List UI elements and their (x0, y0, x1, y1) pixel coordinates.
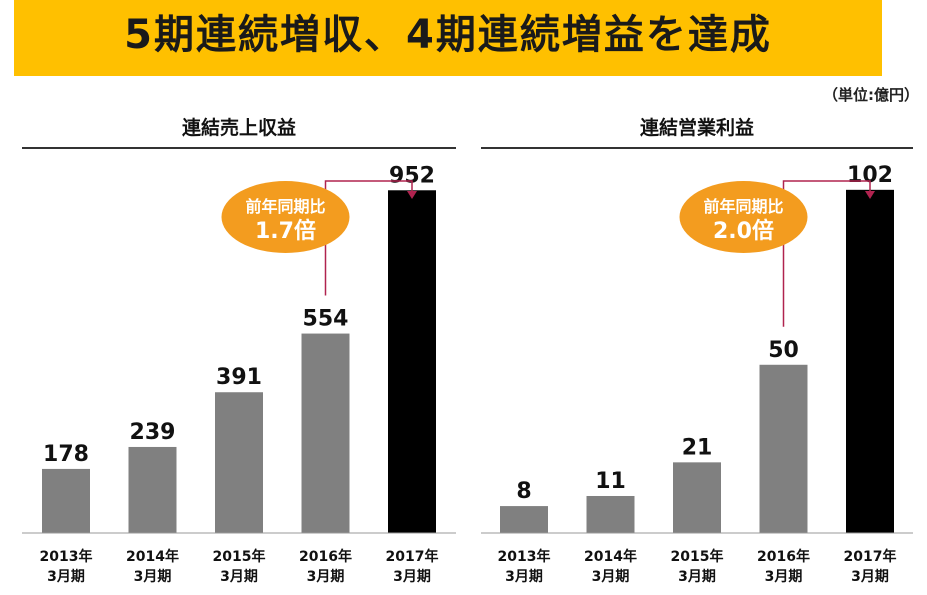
x-tick-label-2: 2015年 (671, 548, 724, 565)
bar-3 (759, 364, 808, 533)
x-tick-label-0: 2013年 (498, 548, 551, 565)
value-label-1: 11 (595, 469, 626, 494)
x-tick-label-4: 2017年 (844, 548, 897, 565)
bar-0 (42, 468, 90, 533)
bar-3 (301, 333, 350, 533)
value-label-3: 50 (768, 338, 799, 363)
x-tick-label-1: 2014年 (126, 548, 179, 565)
operating-profit-chart: 82013年3月期112014年3月期212015年3月期502016年3月期1… (481, 163, 913, 585)
value-label-3: 554 (303, 307, 349, 332)
chart-title: 連結売上収益 (181, 117, 296, 139)
bar-1 (586, 495, 635, 533)
x-tick-label-1: 2014年 (584, 548, 637, 565)
connector-arrowhead (407, 191, 417, 199)
bar-4 (388, 190, 436, 533)
growth-bubble-caption: 前年同期比 (703, 197, 783, 216)
bar-0 (500, 506, 548, 533)
x-tick-label-line2-4: 3月期 (851, 569, 889, 585)
x-tick-label-line2-3: 3月期 (307, 569, 345, 585)
value-label-2: 21 (682, 435, 713, 460)
bar-2 (673, 462, 721, 533)
growth-bubble-caption: 前年同期比 (245, 197, 325, 216)
growth-bubble (221, 181, 350, 253)
x-tick-label-line2-2: 3月期 (678, 569, 716, 585)
bar-1 (128, 446, 177, 533)
x-tick-label-line2-1: 3月期 (592, 569, 630, 585)
connector-arrowhead (865, 191, 875, 199)
x-tick-label-line2-1: 3月期 (134, 569, 172, 585)
x-tick-label-line2-0: 3月期 (47, 569, 85, 585)
x-tick-label-line2-0: 3月期 (505, 569, 543, 585)
value-label-1: 239 (130, 420, 176, 445)
value-label-0: 8 (516, 479, 531, 504)
bar-4 (846, 189, 894, 533)
x-tick-label-2: 2015年 (213, 548, 266, 565)
growth-bubble-ratio: 1.7倍 (255, 218, 316, 244)
unit-note: （単位:億円） (823, 86, 919, 104)
headline: 5期連続増収、4期連続増益を達成 (124, 12, 772, 58)
x-tick-label-3: 2016年 (757, 548, 810, 565)
title-rule (481, 147, 913, 149)
bar-2 (215, 392, 263, 533)
x-tick-label-line2-4: 3月期 (393, 569, 431, 585)
x-tick-label-3: 2016年 (299, 548, 352, 565)
x-tick-label-line2-2: 3月期 (220, 569, 258, 585)
value-label-0: 178 (43, 442, 89, 467)
growth-connector (782, 180, 871, 327)
x-tick-label-line2-3: 3月期 (765, 569, 803, 585)
revenue-chart: 178 2013年 3月期 239 2014年 3月期 391 2015年 3月期 554 2016… (22, 163, 456, 585)
growth-bubble-ratio: 2.0倍 (713, 218, 774, 244)
value-label-2: 391 (216, 365, 262, 390)
chart-title: 連結営業利益 (639, 117, 754, 139)
title-rule (22, 147, 456, 149)
x-tick-label-4: 2017年 (386, 548, 439, 565)
growth-bubble (679, 181, 808, 253)
revenue-chart-panel: 連結売上収益 178 2013年 3月期 239 2014年 3月期 391 2015年 3月期… (22, 105, 456, 595)
operating-profit-chart-panel: 連結営業利益 8 2013年 3月期 11 2014年 3月期 21 2015年 3月期 50 20… (481, 105, 913, 595)
headline-banner (14, 0, 882, 76)
x-tick-label-0: 2013年 (40, 548, 93, 565)
